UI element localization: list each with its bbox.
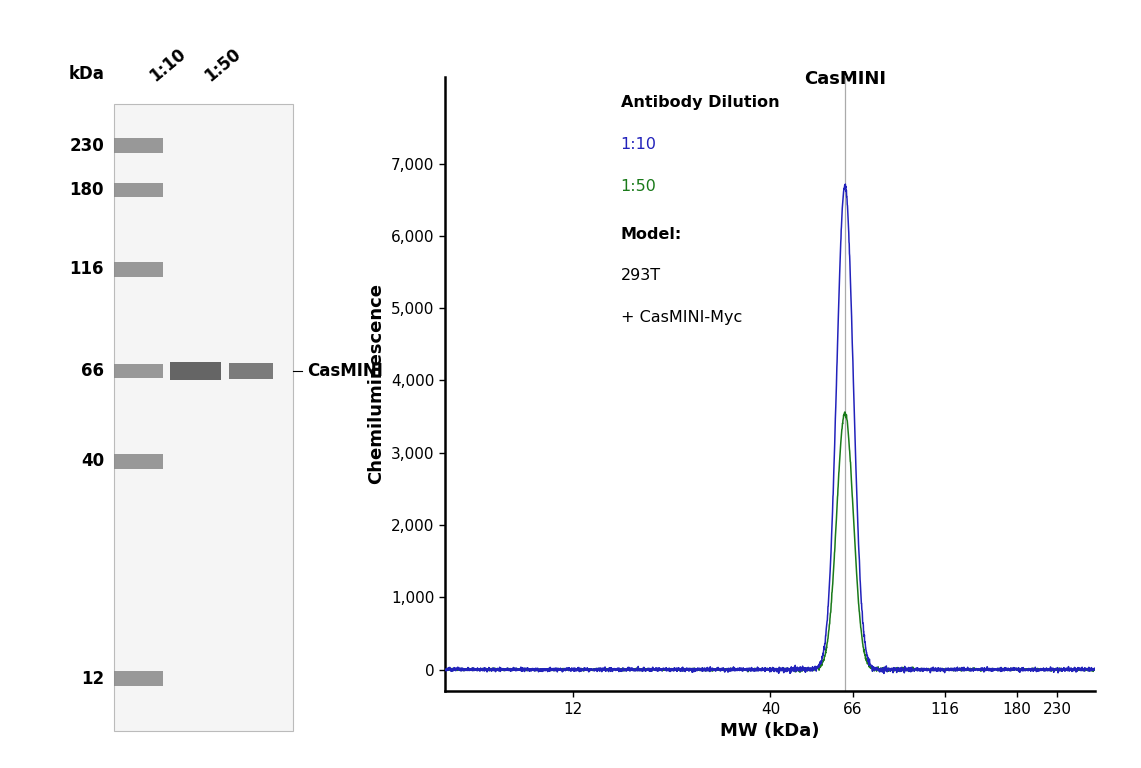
- Text: 293T: 293T: [621, 269, 661, 283]
- Text: CasMINI: CasMINI: [804, 70, 885, 88]
- Text: CasMINI: CasMINI: [307, 362, 382, 380]
- Text: 116: 116: [70, 260, 104, 278]
- Bar: [114, 671, 163, 686]
- Text: kDa: kDa: [68, 65, 104, 84]
- Text: Model:: Model:: [621, 227, 682, 242]
- Text: 12: 12: [81, 670, 104, 687]
- Text: 40: 40: [81, 452, 104, 470]
- Text: 230: 230: [70, 137, 104, 154]
- Text: 1:10: 1:10: [621, 137, 656, 152]
- Text: Antibody Dilution: Antibody Dilution: [621, 95, 779, 111]
- Text: 1:50: 1:50: [621, 179, 656, 194]
- Text: 66: 66: [81, 362, 104, 380]
- Bar: [170, 362, 220, 380]
- Bar: [228, 362, 274, 379]
- Text: 1:10: 1:10: [146, 45, 189, 85]
- Bar: [114, 104, 292, 730]
- Text: 1:50: 1:50: [201, 45, 244, 85]
- Bar: [114, 363, 163, 379]
- X-axis label: MW (kDa): MW (kDa): [720, 722, 820, 740]
- Bar: [114, 183, 163, 197]
- Y-axis label: Chemiluminescence: Chemiluminescence: [367, 283, 386, 485]
- Text: + CasMINI-Myc: + CasMINI-Myc: [621, 310, 742, 326]
- Text: 180: 180: [70, 181, 104, 199]
- Bar: [114, 138, 163, 153]
- Bar: [114, 262, 163, 276]
- Bar: [114, 454, 163, 468]
